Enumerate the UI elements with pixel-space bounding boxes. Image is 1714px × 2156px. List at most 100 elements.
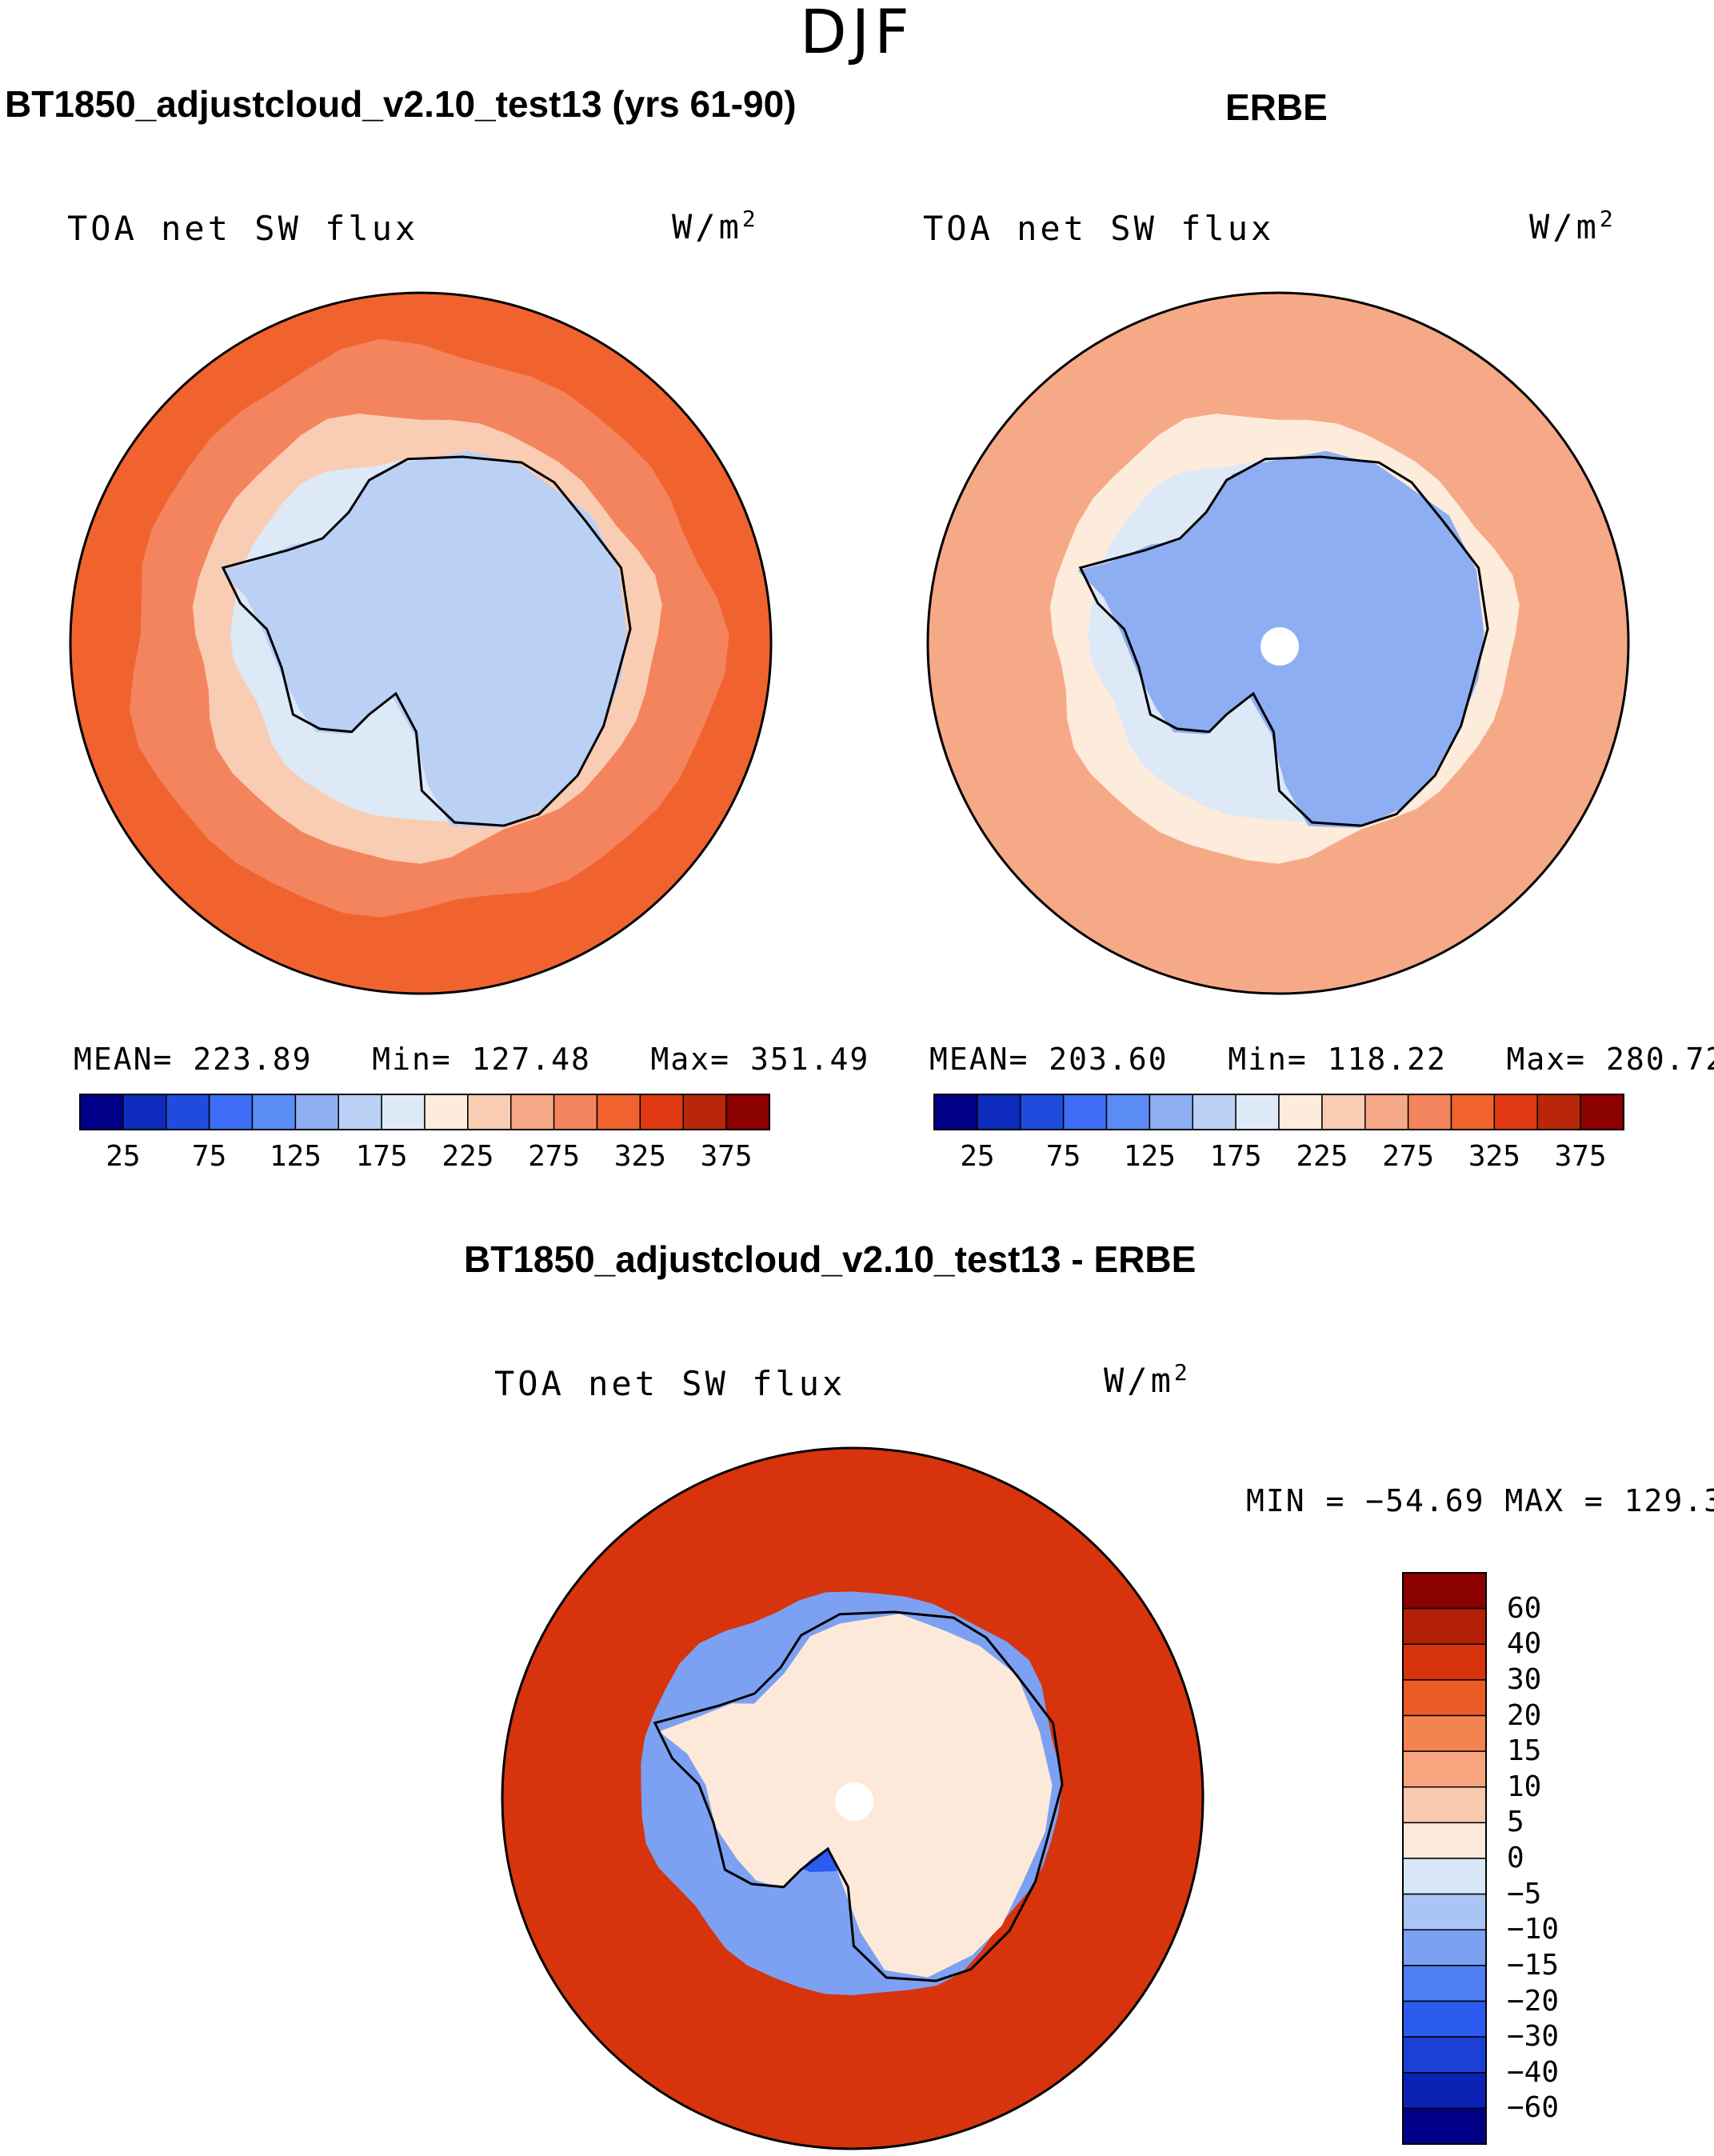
obs-colorbar-swatch <box>1192 1094 1237 1130</box>
diff-colorbar-swatch <box>1402 1714 1487 1752</box>
diff-colorbar-tick-label: 40 <box>1507 1627 1542 1661</box>
obs-colorbar-tick-label: 275 <box>1382 1140 1435 1173</box>
diff-units-label: W/m2 <box>1104 1359 1191 1400</box>
diff-colorbar-swatch <box>1402 1750 1487 1788</box>
diff-colorbar-tick-label: −30 <box>1507 2020 1560 2054</box>
obs-colorbar-ticks: 25 75 125 175 225 275 325 375 <box>934 1141 1624 1176</box>
model-colorbar-swatch <box>467 1094 512 1130</box>
obs-missing-pole <box>1261 627 1299 666</box>
diff-colorbar-tick-label: −60 <box>1507 2091 1560 2125</box>
diff-coastline <box>653 1610 1064 1982</box>
diff-colorbar-tick-label: −10 <box>1507 1913 1560 1946</box>
model-coastline <box>221 455 632 827</box>
model-colorbar <box>79 1094 770 1130</box>
diff-colorbar-frame <box>1402 1572 1487 2145</box>
obs-colorbar-tick-label: 175 <box>1209 1140 1262 1173</box>
model-colorbar-swatch <box>682 1094 727 1130</box>
obs-colorbar-swatch <box>1149 1094 1194 1130</box>
model-min-value: 127.48 <box>471 1042 591 1077</box>
model-colorbar-swatch <box>381 1094 426 1130</box>
model-colorbar-swatch <box>424 1094 469 1130</box>
diff-colorbar-swatch <box>1402 2107 1487 2145</box>
diff-colorbar-tick-label: 5 <box>1507 1806 1524 1839</box>
diff-colorbar-swatch <box>1402 1822 1487 1859</box>
model-colorbar-tick-label: 25 <box>106 1140 141 1173</box>
diff-colorbar <box>1402 1572 1487 2145</box>
model-colorbar-swatch <box>294 1094 340 1130</box>
diff-colorbar-tick-label: 60 <box>1507 1591 1542 1625</box>
model-colorbar-swatch <box>510 1094 555 1130</box>
obs-colorbar-swatch <box>1062 1094 1108 1130</box>
obs-colorbar-swatch <box>1321 1094 1366 1130</box>
obs-mean-value: 203.60 <box>1049 1042 1169 1077</box>
obs-min-label: Min= <box>1228 1042 1308 1077</box>
diff-colorbar-swatch <box>1402 1893 1487 1931</box>
diff-colorbar-tick-label: −15 <box>1507 1948 1560 1982</box>
model-units-label: W/m2 <box>672 206 759 246</box>
obs-stats: MEAN= 203.60 Min= 118.22 Max= 280.72 <box>929 1042 1714 1077</box>
model-mean-label: MEAN= <box>74 1042 174 1077</box>
obs-colorbar <box>933 1094 1624 1130</box>
diff-colorbar-swatch <box>1402 1929 1487 1966</box>
model-colorbar-swatch <box>553 1094 598 1130</box>
model-polar-map <box>69 291 773 995</box>
obs-colorbar-swatch <box>1020 1094 1065 1130</box>
obs-min-value: 118.22 <box>1327 1042 1447 1077</box>
model-colorbar-tick-label: 325 <box>613 1140 666 1173</box>
obs-colorbar-swatch <box>1580 1094 1624 1130</box>
obs-max-label: Max= <box>1506 1042 1587 1077</box>
diff-colorbar-tick-label: −40 <box>1507 2055 1560 2089</box>
model-colorbar-ticks: 25 75 125 175 225 275 325 375 <box>80 1141 769 1176</box>
obs-colorbar-tick-label: 75 <box>1045 1140 1081 1173</box>
diff-colorbar-tick-label: 20 <box>1507 1698 1542 1732</box>
diff-colorbar-swatch <box>1402 1643 1487 1681</box>
obs-panel-title: ERBE <box>1225 86 1328 128</box>
diff-colorbar-tick-label: 30 <box>1507 1662 1542 1696</box>
model-stats: MEAN= 223.89 Min= 127.48 Max= 351.49 <box>74 1042 869 1077</box>
model-region-antarctic-continent <box>220 450 627 828</box>
obs-colorbar-tick-label: 375 <box>1554 1140 1607 1173</box>
model-max-value: 351.49 <box>749 1042 870 1077</box>
model-mean-value: 223.89 <box>193 1042 313 1077</box>
diff-colorbar-tick-label: −20 <box>1507 1984 1560 2018</box>
model-min-label: Min= <box>372 1042 452 1077</box>
obs-colorbar-tick-label: 125 <box>1123 1140 1176 1173</box>
season-title: DJF <box>800 0 914 67</box>
diff-colorbar-swatch <box>1402 1607 1487 1646</box>
diff-missing-pole <box>835 1782 873 1821</box>
model-colorbar-swatch <box>122 1094 167 1130</box>
diff-colorbar-tick-label: 15 <box>1507 1734 1542 1768</box>
obs-units-label: W/m2 <box>1529 206 1616 246</box>
model-colorbar-swatch <box>639 1094 685 1130</box>
obs-colorbar-swatch <box>1536 1094 1581 1130</box>
diff-polar-map <box>501 1446 1205 2150</box>
diff-colorbar-ticks: 60 40 30 20 15 10 5 0 −5 −10 −15 −20 −30 −40 −60 <box>1507 1573 1595 2144</box>
diff-map-border <box>501 1446 1205 2150</box>
obs-colorbar-swatch <box>933 1094 978 1130</box>
model-colorbar-tick-label: 375 <box>700 1140 753 1173</box>
obs-colorbar-swatch <box>1493 1094 1539 1130</box>
obs-polar-map <box>926 291 1630 995</box>
diff-colorbar-swatch <box>1402 2036 1487 2074</box>
model-colorbar-swatch <box>251 1094 297 1130</box>
model-colorbar-tick-label: 275 <box>528 1140 581 1173</box>
diff-colorbar-tick-label: 10 <box>1507 1770 1542 1803</box>
obs-colorbar-tick-label: 25 <box>960 1140 995 1173</box>
model-colorbar-swatch <box>208 1094 254 1130</box>
obs-colorbar-swatch <box>1235 1094 1280 1130</box>
obs-max-value: 280.72 <box>1605 1042 1714 1077</box>
diff-colorbar-tick-label: 0 <box>1507 1842 1524 1874</box>
model-panel-title: BT1850_adjustcloud_v2.10_test13 (yrs 61-… <box>5 83 797 125</box>
diff-colorbar-swatch <box>1402 1679 1487 1717</box>
model-map-border <box>69 291 773 995</box>
model-colorbar-tick-label: 225 <box>441 1140 494 1173</box>
obs-colorbar-swatch <box>1450 1094 1496 1130</box>
model-variable-label: TOA net SW flux <box>67 209 419 248</box>
diff-colorbar-swatch <box>1402 2072 1487 2110</box>
model-colorbar-swatch <box>725 1094 770 1130</box>
diff-variable-label: TOA net SW flux <box>494 1364 846 1403</box>
obs-mean-label: MEAN= <box>929 1042 1029 1077</box>
model-colorbar-frame <box>79 1094 770 1130</box>
obs-colorbar-swatch <box>1105 1094 1151 1130</box>
obs-colorbar-swatch <box>1364 1094 1409 1130</box>
